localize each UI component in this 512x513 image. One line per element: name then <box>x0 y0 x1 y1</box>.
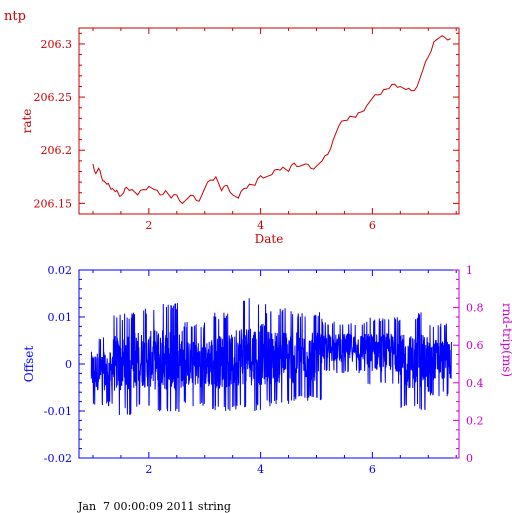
offset-y-tick-label: -0.02 <box>44 452 72 465</box>
roundtrip-y2-tick-label: 0.8 <box>466 302 484 315</box>
rate-y-tick-label: 206.25 <box>34 91 73 104</box>
offset-x-tick-label: 4 <box>257 463 264 476</box>
offset-x-tick-label: 6 <box>369 463 376 476</box>
rate-chart: 2 4 6 206.15 206.2 206.25 206.3 rate Date <box>20 27 460 246</box>
roundtrip-y2-tick-label: 0.6 <box>466 339 484 352</box>
footer-timestamp: Jan 7 00:00:09 2011 string <box>78 500 231 513</box>
rate-x-tick-label: 6 <box>369 219 376 232</box>
offset-chart: 2 4 6 -0.02 -0.01 0 0.01 0.02 0 0.2 0.4 0.6 0.8 1 Off… <box>22 264 512 476</box>
offset-series-line <box>90 298 452 416</box>
offset-x-tick-label: 2 <box>145 463 152 476</box>
rate-x-tick-label: 2 <box>145 219 152 232</box>
rate-y-tick-label: 206.15 <box>34 197 73 210</box>
roundtrip-y2-tick-label: 0 <box>466 452 473 465</box>
offset-y-axis-label: Offset <box>22 346 36 383</box>
offset-y-tick-label: 0.01 <box>48 311 73 324</box>
rate-y-tick-label: 206.2 <box>41 144 73 157</box>
roundtrip-y2-tick-label: 0.2 <box>466 414 484 427</box>
rate-series-line <box>92 35 451 205</box>
offset-y-tick-label: -0.01 <box>44 405 72 418</box>
rate-plot-frame <box>78 27 460 215</box>
rate-x-tick-label: 4 <box>257 219 264 232</box>
rate-y-tick-label: 206.3 <box>41 38 73 51</box>
rate-y-axis-label: rate <box>20 109 34 134</box>
roundtrip-y2-tick-label: 0.4 <box>466 377 484 390</box>
roundtrip-y2-tick-label: 1 <box>466 264 473 277</box>
roundtrip-y2-axis-label: rnd-trip(ms) <box>500 303 512 377</box>
rate-axis-ticks: 2 4 6 206.15 206.2 206.25 206.3 <box>34 28 459 232</box>
page-title: ntp <box>4 9 26 24</box>
offset-y-tick-label: 0.02 <box>48 264 73 277</box>
rate-x-axis-label: Date <box>255 232 284 246</box>
offset-axis-ticks: 2 4 6 -0.02 -0.01 0 0.01 0.02 0 0.2 0.4 0.6 0.8 1 <box>44 264 484 476</box>
offset-y-tick-label: 0 <box>65 358 72 371</box>
